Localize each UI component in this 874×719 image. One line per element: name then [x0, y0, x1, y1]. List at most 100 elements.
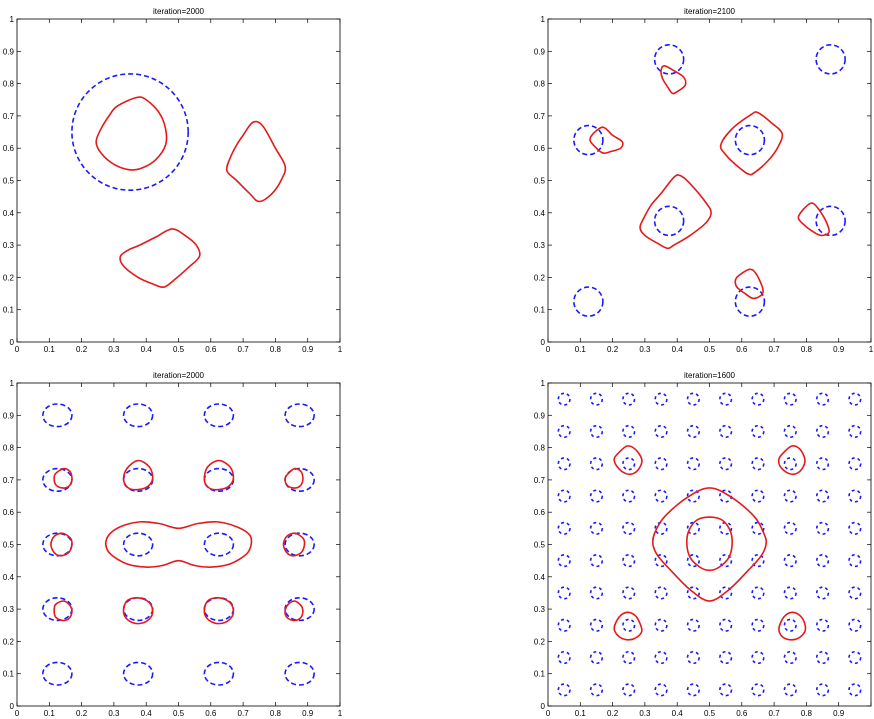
- dashed-circle: [622, 554, 636, 568]
- x-tick-label: 0.7: [769, 345, 781, 354]
- x-tick-label: 0.4: [672, 345, 684, 354]
- y-tick-label: 0: [541, 702, 546, 711]
- x-tick-label: 0.9: [833, 709, 845, 718]
- y-tick-label: 0: [541, 338, 546, 347]
- y-tick-label: 0.5: [534, 177, 546, 186]
- y-tick-label: 0.7: [3, 476, 15, 485]
- dashed-circle: [557, 554, 571, 568]
- plot-area: [557, 392, 862, 697]
- dashed-circle: [122, 403, 154, 428]
- x-tick-label: 1: [338, 345, 343, 354]
- subplot-bottom-left: iteration=2000 0 0.1 0.2 0.3 0.4 0.5 0.6 0.7 0.8…: [3, 371, 343, 718]
- subplot-title: iteration=2000: [153, 7, 204, 16]
- dashed-circle: [719, 457, 733, 471]
- subplot-title: iteration=1600: [684, 371, 735, 380]
- y-tick-label: 0.5: [3, 177, 15, 186]
- dashed-circle: [815, 44, 846, 75]
- dashed-circle: [783, 683, 797, 697]
- dashed-circle: [783, 521, 797, 535]
- dashed-circle: [557, 489, 571, 503]
- x-tick-label: 0.3: [639, 345, 651, 354]
- dashed-circle: [557, 683, 571, 697]
- dashed-circle: [589, 457, 604, 471]
- dashed-circle: [815, 392, 830, 406]
- dashed-circle: [622, 586, 636, 600]
- dashed-circle: [815, 521, 830, 535]
- dashed-circle: [719, 586, 733, 600]
- dashed-circle: [734, 286, 766, 317]
- y-tick-label: 0.4: [534, 209, 546, 218]
- dashed-circle: [654, 424, 668, 439]
- x-tick-label: 0: [546, 345, 551, 354]
- y-tick-label: 0.3: [3, 241, 15, 250]
- x-tick-label: 0.9: [302, 345, 314, 354]
- dashed-circle: [42, 403, 73, 428]
- solid-contour: [589, 126, 624, 155]
- dashed-circle: [589, 554, 604, 568]
- dashed-circle: [686, 489, 700, 503]
- dashed-circle: [751, 424, 765, 439]
- dashed-circle: [203, 403, 235, 428]
- y-tick-label: 1: [10, 379, 15, 388]
- x-tick-label: 0.7: [238, 709, 250, 718]
- dashed-circle: [848, 554, 862, 568]
- x-tick-label: 0: [546, 709, 551, 718]
- dashed-circle: [654, 489, 668, 503]
- dashed-circle: [719, 489, 733, 503]
- dashed-circle: [815, 618, 830, 632]
- dashed-circle: [42, 596, 73, 622]
- dashed-circle: [686, 650, 700, 665]
- dashed-circle: [589, 618, 604, 632]
- y-tick-label: 1: [10, 15, 15, 24]
- dashed-circle: [654, 554, 668, 568]
- dashed-circle: [751, 618, 765, 632]
- dashed-circle: [284, 596, 315, 622]
- solid-contour: [50, 532, 73, 557]
- solid-contour: [660, 65, 687, 95]
- dashed-circle: [848, 489, 862, 503]
- dashed-circle: [719, 618, 733, 632]
- dashed-circle: [848, 521, 862, 535]
- x-tick-label: 0.1: [575, 345, 587, 354]
- solid-contour: [639, 174, 712, 250]
- x-tick-label: 0.4: [672, 709, 684, 718]
- x-tick-label: 0.6: [736, 345, 748, 354]
- dashed-circle: [783, 586, 797, 600]
- solid-contour: [122, 459, 154, 491]
- y-tick-label: 0.9: [3, 411, 15, 420]
- y-tick-label: 0.7: [534, 476, 546, 485]
- dashed-circle: [719, 424, 733, 439]
- dashed-circle: [622, 489, 636, 503]
- x-tick-label: 0.1: [575, 709, 587, 718]
- dashed-circle: [815, 457, 830, 471]
- dashed-circle: [622, 521, 636, 535]
- dashed-circle: [815, 205, 846, 237]
- solid-contour: [203, 459, 235, 491]
- dashed-circle: [719, 392, 733, 406]
- solid-contour: [282, 532, 306, 557]
- y-tick-label: 0.6: [534, 144, 546, 153]
- dashed-circle: [284, 403, 315, 428]
- x-tick-label: 0.2: [607, 709, 619, 718]
- y-tick-label: 0.3: [534, 241, 546, 250]
- dashed-circle: [653, 44, 685, 75]
- y-tick-label: 0.8: [534, 444, 546, 453]
- dashed-circle: [557, 457, 571, 471]
- x-tick-label: 0.4: [141, 709, 153, 718]
- solid-contour: [651, 487, 768, 602]
- dashed-circle: [686, 392, 700, 406]
- x-tick-label: 0.8: [801, 345, 813, 354]
- dashed-circle: [815, 650, 830, 665]
- axes-frame: [547, 18, 872, 343]
- y-tick-label: 0.9: [534, 47, 546, 56]
- dashed-circle: [719, 683, 733, 697]
- y-tick-label: 0.2: [534, 273, 546, 282]
- y-tick-label: 0: [10, 702, 15, 711]
- dashed-circle: [719, 554, 733, 568]
- dashed-circle: [589, 489, 604, 503]
- dashed-circle: [751, 489, 765, 503]
- y-tick-label: 0.4: [3, 573, 15, 582]
- solid-contour: [778, 611, 807, 641]
- dashed-circle: [815, 683, 830, 697]
- dashed-circle: [622, 650, 636, 665]
